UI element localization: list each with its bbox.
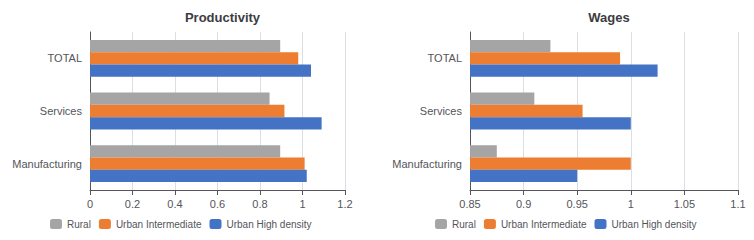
svg-text:Services: Services — [40, 105, 83, 117]
svg-text:Manufacturing: Manufacturing — [392, 158, 462, 170]
svg-text:Urban High density: Urban High density — [611, 219, 696, 230]
svg-text:0.4: 0.4 — [167, 198, 182, 210]
svg-text:0.95: 0.95 — [566, 198, 587, 210]
svg-text:Manufacturing: Manufacturing — [12, 158, 82, 170]
svg-text:Productivity: Productivity — [185, 10, 261, 25]
svg-text:1: 1 — [299, 198, 305, 210]
svg-text:0.2: 0.2 — [125, 198, 140, 210]
svg-text:1: 1 — [628, 198, 634, 210]
svg-text:0.8: 0.8 — [252, 198, 267, 210]
svg-text:TOTAL: TOTAL — [428, 52, 462, 64]
svg-text:1.05: 1.05 — [674, 198, 695, 210]
svg-text:Rural: Rural — [452, 219, 476, 230]
svg-text:Urban Intermediate: Urban Intermediate — [116, 219, 202, 230]
svg-text:0.6: 0.6 — [210, 198, 225, 210]
svg-text:TOTAL: TOTAL — [48, 52, 82, 64]
svg-text:1.1: 1.1 — [730, 198, 745, 210]
svg-text:Rural: Rural — [67, 219, 91, 230]
svg-text:Urban Intermediate: Urban Intermediate — [501, 219, 587, 230]
svg-text:0.85: 0.85 — [459, 198, 480, 210]
svg-text:0: 0 — [87, 198, 93, 210]
svg-text:0.9: 0.9 — [516, 198, 531, 210]
svg-text:Wages: Wages — [588, 10, 629, 25]
svg-text:Services: Services — [420, 105, 463, 117]
svg-text:Urban High density: Urban High density — [226, 219, 311, 230]
svg-text:1.2: 1.2 — [337, 198, 352, 210]
